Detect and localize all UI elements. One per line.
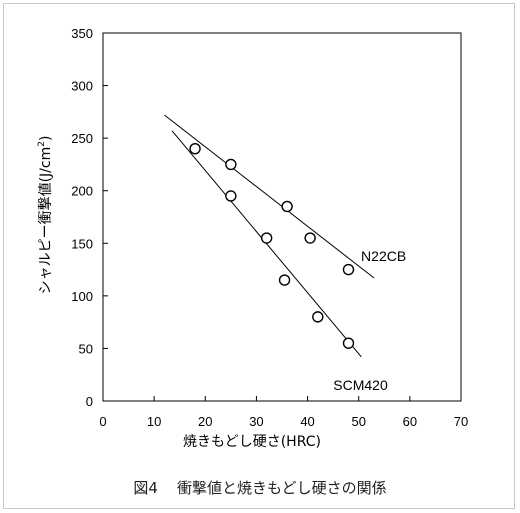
x-tick-label: 20 [198, 414, 212, 429]
figure-caption: 図4 衝撃値と焼きもどし硬さの関係 [0, 477, 520, 498]
x-axis-label: 焼きもどし硬さ(HRC) [183, 434, 321, 450]
caption-gap [158, 479, 177, 497]
data-point-scm420 [260, 232, 273, 244]
y-axis-label: シャルピー衝撃値(J/cm2) [37, 136, 54, 295]
y-axis-label-sup: 2 [37, 141, 47, 147]
x-tick-label: 30 [249, 414, 263, 429]
data-point-scm420 [278, 274, 291, 286]
data-point-n22cb [281, 200, 293, 213]
x-tick-label: 10 [147, 414, 161, 429]
series-label-scm420: SCM420 [333, 377, 388, 393]
y-tick-label: 350 [71, 26, 93, 41]
data-point-n22cb [304, 232, 316, 244]
figure-number: 図4 [133, 479, 158, 497]
x-tick-label: 60 [403, 414, 417, 429]
x-tick-label: 0 [99, 414, 106, 429]
data-point-scm420 [312, 311, 324, 323]
y-tick-label: 300 [71, 79, 93, 94]
data-point-scm420 [189, 142, 201, 155]
x-tick-label: 40 [300, 414, 314, 429]
trendline-scm420 [171, 130, 362, 358]
data-point-n22cb [225, 158, 237, 171]
figure-frame [3, 3, 515, 509]
y-axis-label-close: ) [38, 136, 54, 141]
y-tick-label: 150 [71, 236, 93, 251]
x-tick-label: 70 [454, 414, 468, 429]
y-tick-label: 50 [79, 341, 93, 356]
y-tick-label: 200 [71, 184, 93, 199]
data-point-scm420 [342, 337, 355, 349]
y-axis-label-main: シャルピー衝撃値(J/cm [38, 147, 54, 295]
y-tick-label: 0 [86, 394, 93, 409]
y-tick-label: 250 [71, 131, 93, 146]
plot-area [102, 32, 462, 402]
y-tick-label: 100 [71, 289, 93, 304]
x-tick-label: 50 [351, 414, 365, 429]
data-point-scm420 [225, 190, 237, 202]
series-label-n22cb: N22CB [361, 248, 406, 264]
trendline-n22cb [164, 114, 375, 279]
data-point-n22cb [342, 263, 355, 276]
caption-text: 衝撃値と焼きもどし硬さの関係 [176, 479, 387, 497]
